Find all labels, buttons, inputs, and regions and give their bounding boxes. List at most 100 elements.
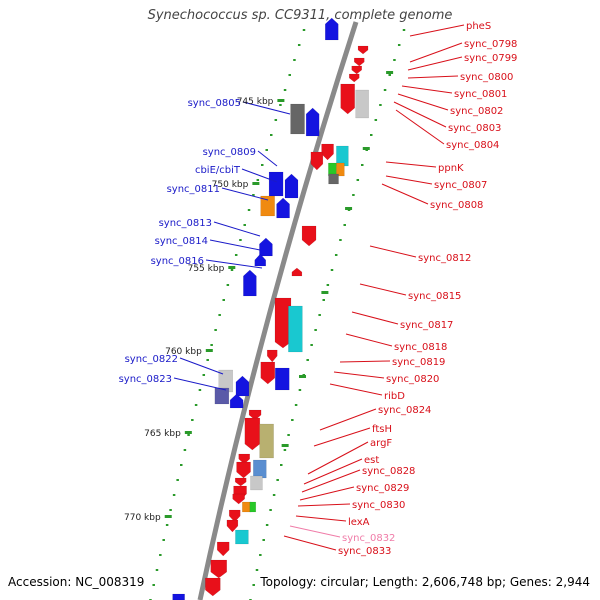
leader-line <box>179 357 224 375</box>
leader-line <box>299 486 355 501</box>
scale-dot <box>283 89 287 91</box>
scale-dot <box>169 509 172 511</box>
gene-arrow <box>259 237 273 257</box>
gene-arrow <box>284 173 299 199</box>
scale-label: 765 kbp <box>144 429 181 439</box>
gene-arrow <box>340 83 355 115</box>
gene-arrow <box>248 409 262 421</box>
scale-dot <box>269 134 273 136</box>
gene-label-right: sync_0832 <box>342 533 395 544</box>
scale-dot <box>397 44 401 46</box>
gene-label-right: est <box>364 455 379 466</box>
leader-line <box>359 283 407 296</box>
gene-label-left: sync_0823 <box>119 374 172 385</box>
genome-backbone <box>197 21 359 600</box>
scale-dot <box>239 239 242 241</box>
gene-arrow <box>324 17 339 41</box>
leader-line <box>221 187 269 201</box>
leader-line <box>369 245 417 258</box>
leader-line <box>205 259 263 269</box>
scale-dot <box>162 539 165 541</box>
leader-line <box>297 503 351 507</box>
leader-line <box>307 441 369 475</box>
genome-title: Synechococcus sp. CC9311, complete genom… <box>147 8 453 23</box>
scale-dot <box>252 584 255 586</box>
gene-label-right: sync_0828 <box>362 466 415 477</box>
gene-arrow <box>328 173 339 185</box>
scale-label: 745 kbp <box>237 97 274 107</box>
leader-line <box>257 150 278 167</box>
leader-line <box>385 161 437 168</box>
gene-arrow <box>259 423 274 459</box>
gene-arrow <box>310 151 324 171</box>
gene-label-right: sync_0820 <box>386 374 439 385</box>
scale-dot <box>262 539 265 541</box>
gene-arrow <box>226 519 239 533</box>
leader-line <box>241 168 278 183</box>
leader-line <box>242 101 291 115</box>
gene-arrow <box>290 103 305 135</box>
scale-dot <box>334 254 338 256</box>
gene-label-right: argF <box>370 438 392 449</box>
gene-arrow <box>276 197 290 219</box>
leader-line <box>381 183 429 205</box>
leader-line <box>333 371 385 379</box>
scale-tick <box>362 147 370 150</box>
scale-label: 755 kbp <box>188 264 225 274</box>
leader-line <box>407 56 463 71</box>
scale-dot <box>226 284 230 286</box>
scale-tick <box>205 349 213 352</box>
gene-arrow <box>218 369 233 393</box>
leader-line <box>301 469 361 493</box>
gene-label-right: sync_0815 <box>408 291 461 302</box>
scale-tick <box>299 375 307 378</box>
scale-dot <box>279 104 282 106</box>
scale-dot <box>287 434 290 436</box>
gene-label-right: sync_0817 <box>400 320 453 331</box>
leader-line <box>213 221 261 237</box>
gene-arrow <box>357 45 369 55</box>
gene-label-right: sync_0802 <box>450 106 503 117</box>
gene-label-right: pheS <box>466 21 491 32</box>
scale-dot <box>183 449 187 451</box>
scale-dot <box>291 419 294 421</box>
scale-dot <box>152 584 155 586</box>
scale-dot <box>260 164 264 166</box>
gene-arrow <box>266 349 278 363</box>
scale-label: 750 kbp <box>212 180 249 190</box>
gene-label-right: sync_0819 <box>392 357 445 368</box>
scale-dot <box>265 149 268 151</box>
gene-arrow <box>229 393 244 409</box>
scale-dot <box>172 494 176 496</box>
scale-dot <box>210 344 213 346</box>
scale-dot <box>274 119 278 121</box>
leader-line <box>401 85 453 94</box>
topology-text: Topology: circular; Length: 2,606,748 bp… <box>260 575 590 589</box>
scale-dot <box>293 59 296 61</box>
leader-line <box>303 458 363 485</box>
gene-features <box>172 17 369 600</box>
gene-labels: 745 kbp 750 kbp 755 kbp 760 kbp 765 kbp 770 k… <box>119 21 518 557</box>
leader-line <box>345 333 393 347</box>
scale-dot <box>393 59 396 61</box>
scale-dot <box>165 524 169 526</box>
gene-label-left: sync_0805 <box>188 98 241 109</box>
gene-arrow <box>355 89 369 119</box>
gene-label-right: ftsH <box>372 424 392 435</box>
scale-dot <box>276 479 279 481</box>
scale-dot <box>206 359 209 361</box>
gene-label-right: sync_0800 <box>460 72 513 83</box>
scale-dot <box>339 239 342 241</box>
leader-line <box>397 93 449 111</box>
scale-dot <box>155 569 159 571</box>
gene-label-right: sync_0812 <box>418 253 471 264</box>
scale-dot <box>283 449 287 451</box>
gene-arrow <box>234 477 247 487</box>
scale-dot <box>298 389 302 391</box>
gene-label-right: sync_0824 <box>378 405 431 416</box>
scale-dot <box>265 524 269 526</box>
gene-arrow <box>354 57 365 67</box>
scale-dot <box>269 509 272 511</box>
gene-arrow <box>172 593 185 600</box>
scale-dot <box>176 479 179 481</box>
